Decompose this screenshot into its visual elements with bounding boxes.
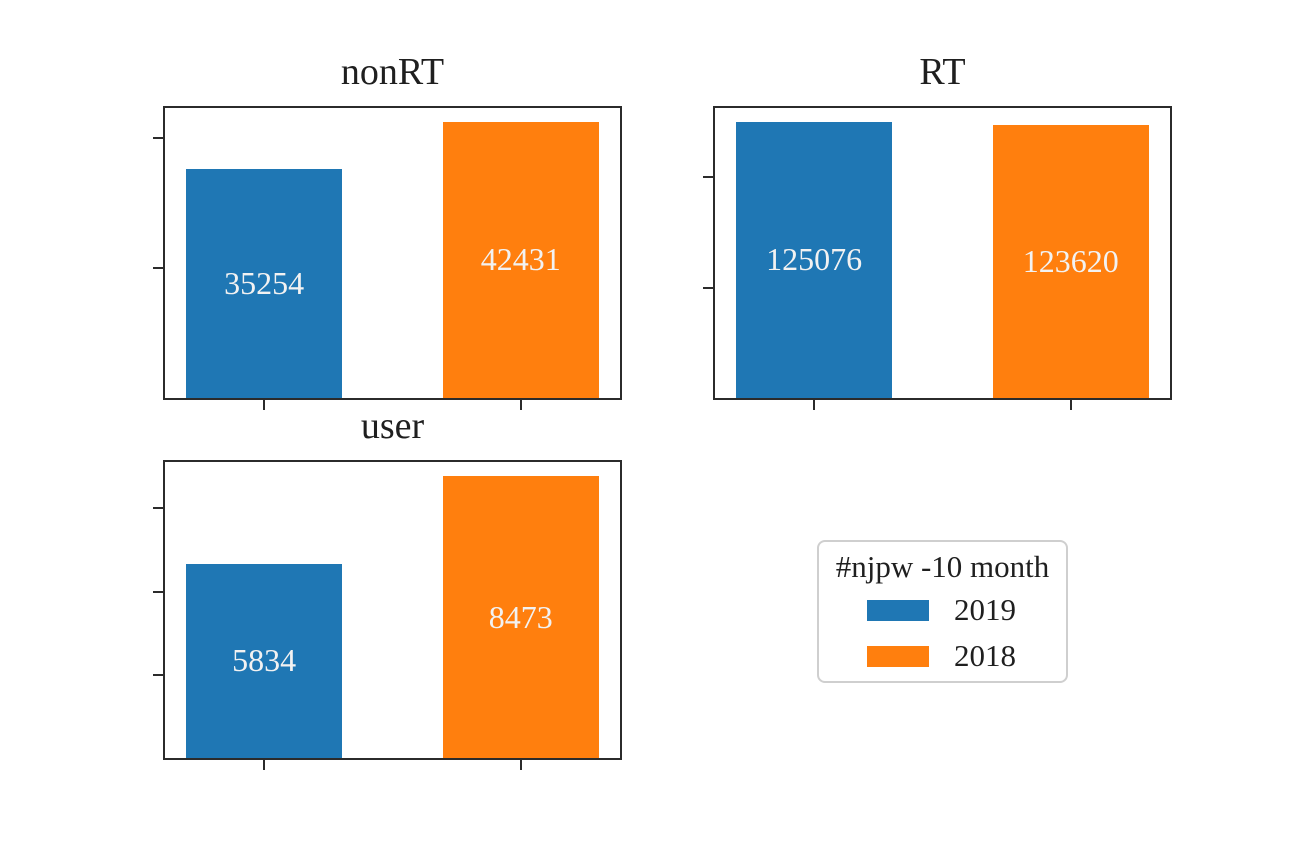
axes-user: 5834 8473 <box>153 460 622 770</box>
x-axis-tick <box>813 400 816 410</box>
axes-rt: 125076 123620 <box>703 106 1172 410</box>
x-axis-tick <box>263 400 266 410</box>
y-axis-tick <box>153 673 163 676</box>
y-axis-tick <box>703 286 713 289</box>
bar-value-label: 123620 <box>1022 243 1119 280</box>
legend-entry-2019: 2019 <box>819 587 1066 633</box>
bar-2019-RT: 125076 <box>736 121 892 398</box>
plot-title-nonrt: nonRT <box>340 51 445 93</box>
bar-value-label: 8473 <box>488 598 553 635</box>
legend: #njpw -10 month 2019 2018 <box>817 540 1068 683</box>
legend-swatch-2019 <box>867 599 929 621</box>
bar-2018-user: 8473 <box>443 476 599 758</box>
plot-title-user: user <box>360 405 425 447</box>
legend-title: #njpw -10 month <box>835 549 1050 584</box>
x-axis-tick <box>519 760 522 770</box>
legend-swatch-2018 <box>867 645 929 667</box>
legend-entry-2018: 2018 <box>819 633 1066 679</box>
y-axis-tick <box>153 266 163 269</box>
y-axis-tick <box>703 176 713 179</box>
x-axis-tick <box>1069 400 1072 410</box>
bar-2019-nonRT: 35254 <box>186 168 342 398</box>
bar-value-label: 42431 <box>480 241 561 278</box>
axes-nonrt: 35254 42431 <box>153 106 622 410</box>
bar-value-label: 35254 <box>224 264 305 301</box>
bar-value-label: 125076 <box>766 241 863 278</box>
bar-2018-nonRT: 42431 <box>443 121 599 398</box>
legend-label: 2019 <box>954 592 1016 627</box>
bar-value-label: 5834 <box>232 642 297 679</box>
y-axis-tick <box>153 507 163 510</box>
y-axis-tick <box>153 590 163 593</box>
legend-entries: 2019 2018 <box>819 587 1066 679</box>
y-axis-tick <box>153 136 163 139</box>
bar-2019-user: 5834 <box>186 563 342 758</box>
x-axis-tick <box>263 760 266 770</box>
bar-2018-RT: 123620 <box>993 125 1149 398</box>
legend-label: 2018 <box>954 638 1016 673</box>
plot-title-rt: RT <box>919 51 966 93</box>
x-axis-tick <box>519 400 522 410</box>
